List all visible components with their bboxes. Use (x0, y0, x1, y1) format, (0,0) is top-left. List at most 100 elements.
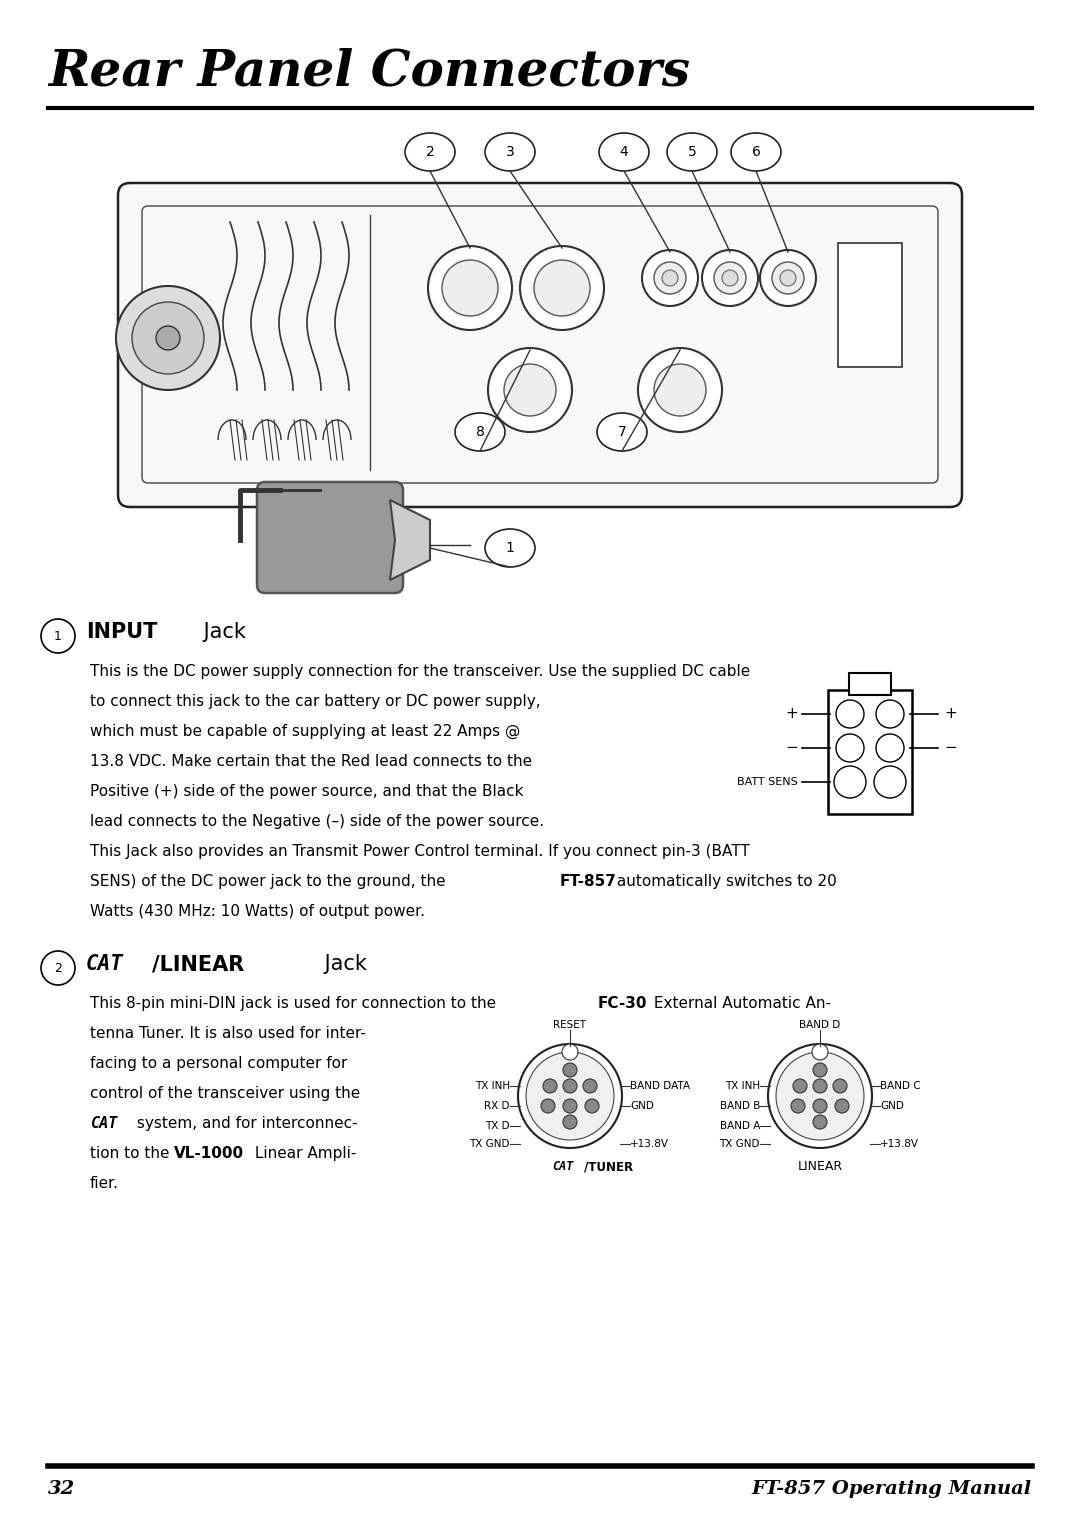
Text: This is the DC power supply connection for the transceiver. Use the supplied DC : This is the DC power supply connection f… (90, 664, 751, 679)
Circle shape (41, 951, 75, 984)
Text: INPUT: INPUT (86, 623, 158, 642)
Circle shape (585, 1099, 599, 1112)
Text: fier.: fier. (90, 1177, 119, 1190)
Circle shape (768, 1044, 872, 1148)
Text: +13.8V: +13.8V (880, 1138, 919, 1149)
FancyBboxPatch shape (838, 243, 902, 366)
Text: to connect this jack to the car battery or DC power supply,: to connect this jack to the car battery … (90, 694, 541, 710)
Circle shape (874, 766, 906, 798)
Text: 1: 1 (54, 630, 62, 642)
Text: 6: 6 (752, 145, 760, 159)
Circle shape (563, 1079, 577, 1093)
Circle shape (132, 302, 204, 374)
Text: +: + (785, 707, 798, 722)
Text: Positive (+) side of the power source, and that the Black: Positive (+) side of the power source, a… (90, 784, 524, 800)
Circle shape (772, 262, 804, 295)
Text: BAND B: BAND B (719, 1100, 760, 1111)
Circle shape (876, 734, 904, 761)
Circle shape (836, 700, 864, 728)
Circle shape (835, 1099, 849, 1112)
Circle shape (876, 700, 904, 728)
Text: 5: 5 (688, 145, 697, 159)
Text: BATT SENS: BATT SENS (738, 777, 798, 787)
Circle shape (793, 1079, 807, 1093)
Text: 32: 32 (48, 1480, 76, 1499)
Circle shape (813, 1064, 827, 1077)
Circle shape (583, 1079, 597, 1093)
Text: 4: 4 (620, 145, 629, 159)
Text: automatically switches to 20: automatically switches to 20 (612, 874, 837, 890)
Text: BAND C: BAND C (880, 1080, 920, 1091)
Text: BAND D: BAND D (799, 1019, 840, 1030)
Circle shape (777, 1051, 864, 1140)
Text: TX D: TX D (485, 1122, 510, 1131)
Text: TX GND: TX GND (470, 1138, 510, 1149)
Ellipse shape (731, 133, 781, 171)
Text: FC-30: FC-30 (598, 996, 648, 1012)
Text: 2: 2 (54, 961, 62, 975)
Text: which must be capable of supplying at least 22 Amps @: which must be capable of supplying at le… (90, 723, 521, 739)
Circle shape (723, 270, 738, 285)
Circle shape (541, 1099, 555, 1112)
Text: FT-857 Operating Manual: FT-857 Operating Manual (752, 1480, 1032, 1499)
Circle shape (563, 1099, 577, 1112)
Text: TX INH: TX INH (725, 1080, 760, 1091)
FancyBboxPatch shape (141, 206, 939, 484)
Text: BAND A: BAND A (719, 1122, 760, 1131)
Circle shape (442, 259, 498, 316)
Text: 13.8 VDC. Make certain that the Red lead connects to the: 13.8 VDC. Make certain that the Red lead… (90, 754, 532, 769)
Text: facing to a personal computer for: facing to a personal computer for (90, 1056, 348, 1071)
Text: Watts (430 MHz: 10 Watts) of output power.: Watts (430 MHz: 10 Watts) of output powe… (90, 903, 426, 919)
Text: External Automatic An-: External Automatic An- (649, 996, 831, 1012)
FancyBboxPatch shape (257, 482, 403, 594)
Circle shape (116, 285, 220, 391)
FancyBboxPatch shape (849, 673, 891, 694)
Circle shape (518, 1044, 622, 1148)
Text: RX D: RX D (485, 1100, 510, 1111)
Circle shape (780, 270, 796, 285)
Ellipse shape (599, 133, 649, 171)
FancyBboxPatch shape (828, 690, 912, 813)
Circle shape (812, 1044, 828, 1061)
Circle shape (833, 1079, 847, 1093)
Circle shape (526, 1051, 615, 1140)
Circle shape (519, 246, 604, 330)
Text: FT-857: FT-857 (561, 874, 617, 890)
Circle shape (563, 1064, 577, 1077)
Circle shape (428, 246, 512, 330)
Text: Jack: Jack (318, 954, 367, 974)
Text: BAND DATA: BAND DATA (630, 1080, 690, 1091)
Circle shape (562, 1044, 578, 1061)
Text: 3: 3 (505, 145, 514, 159)
Text: +: + (944, 707, 957, 722)
Circle shape (563, 1116, 577, 1129)
Text: TX GND: TX GND (719, 1138, 760, 1149)
Text: This Jack also provides an Transmit Power Control terminal. If you connect pin-3: This Jack also provides an Transmit Powe… (90, 844, 750, 859)
Text: +13.8V: +13.8V (630, 1138, 669, 1149)
Ellipse shape (485, 530, 535, 568)
Circle shape (638, 348, 723, 432)
Circle shape (836, 734, 864, 761)
Text: This 8-pin mini-DIN jack is used for connection to the: This 8-pin mini-DIN jack is used for con… (90, 996, 501, 1012)
Circle shape (813, 1116, 827, 1129)
Text: 8: 8 (475, 426, 485, 439)
Text: 1: 1 (505, 542, 514, 555)
Text: −: − (785, 740, 798, 755)
Circle shape (543, 1079, 557, 1093)
Circle shape (813, 1099, 827, 1112)
Circle shape (504, 365, 556, 417)
Text: control of the transceiver using the: control of the transceiver using the (90, 1087, 361, 1100)
Text: SENS) of the DC power jack to the ground, the: SENS) of the DC power jack to the ground… (90, 874, 450, 890)
Text: Rear Panel Connectors: Rear Panel Connectors (48, 47, 690, 98)
Text: VL-1000: VL-1000 (174, 1146, 244, 1161)
Text: −: − (944, 740, 957, 755)
Circle shape (534, 259, 590, 316)
Text: /LINEAR: /LINEAR (152, 954, 244, 974)
Circle shape (156, 327, 180, 349)
Text: 2: 2 (426, 145, 434, 159)
Circle shape (702, 250, 758, 307)
Ellipse shape (455, 414, 505, 452)
Circle shape (488, 348, 572, 432)
Circle shape (662, 270, 678, 285)
Circle shape (813, 1079, 827, 1093)
